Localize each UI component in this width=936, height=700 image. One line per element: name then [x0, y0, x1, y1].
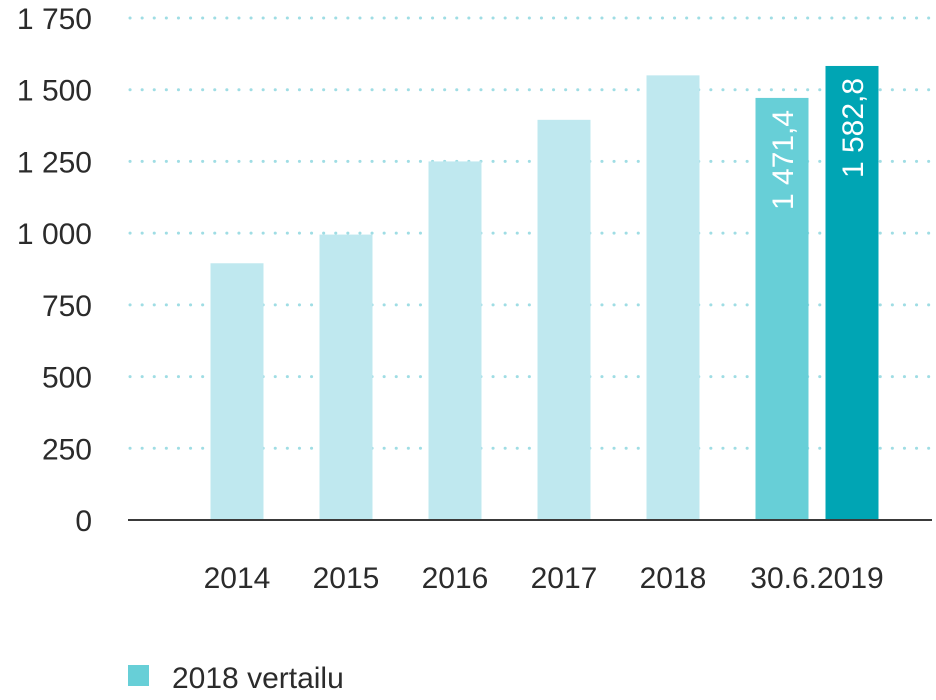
y-tick-label: 1 500 — [17, 75, 92, 108]
x-tick-label: 2015 — [313, 562, 380, 595]
legend-swatch — [128, 665, 149, 686]
x-tick-label: 30.6.2019 — [750, 562, 883, 595]
y-tick-label: 1 750 — [17, 3, 92, 36]
gridlines — [128, 16, 934, 450]
bar-data-labels: 1 471,4 1 582,8 — [767, 78, 870, 210]
x-tick-label: 2017 — [531, 562, 598, 595]
bar-data-label: 1 471,4 — [767, 110, 800, 210]
bar — [825, 65, 879, 520]
y-tick-label: 250 — [42, 433, 92, 466]
y-tick-label: 1 000 — [17, 218, 92, 251]
y-tick-label: 500 — [42, 362, 92, 395]
x-tick-label: 2014 — [204, 562, 271, 595]
legend: 2018 vertailu — [128, 662, 344, 695]
bar — [210, 263, 264, 520]
bar — [537, 119, 591, 520]
x-tick-label: 2018 — [640, 562, 707, 595]
y-tick-label: 750 — [42, 290, 92, 323]
x-axis-ticks: 2014 2015 2016 2017 2018 30.6.2019 — [204, 562, 884, 595]
y-tick-label: 1 250 — [17, 146, 92, 179]
bar — [646, 75, 700, 520]
bar — [428, 161, 482, 520]
legend-label: 2018 vertailu — [172, 662, 344, 695]
bar — [319, 234, 373, 520]
x-tick-label: 2016 — [422, 562, 489, 595]
bar — [755, 97, 809, 521]
bar-data-label: 1 582,8 — [837, 78, 870, 178]
y-axis-ticks: 0 250 500 750 1 000 1 250 1 500 1 750 — [17, 3, 92, 538]
y-tick-label: 0 — [75, 505, 92, 538]
bars — [210, 65, 879, 521]
